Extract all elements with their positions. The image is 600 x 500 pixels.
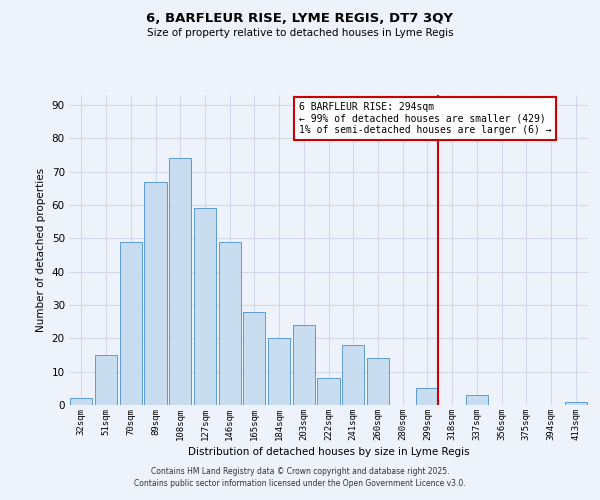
Bar [169,158,191,405]
Bar [119,242,142,405]
Bar [367,358,389,405]
Bar [293,325,315,405]
Bar [194,208,216,405]
Bar [342,345,364,405]
Bar [466,395,488,405]
Bar [317,378,340,405]
Y-axis label: Number of detached properties: Number of detached properties [36,168,46,332]
Bar [145,182,167,405]
Bar [268,338,290,405]
Bar [243,312,265,405]
Bar [95,355,117,405]
Bar [70,398,92,405]
Bar [218,242,241,405]
Text: 6 BARFLEUR RISE: 294sqm
← 99% of detached houses are smaller (429)
1% of semi-de: 6 BARFLEUR RISE: 294sqm ← 99% of detache… [299,102,551,135]
Bar [416,388,439,405]
Text: 6, BARFLEUR RISE, LYME REGIS, DT7 3QY: 6, BARFLEUR RISE, LYME REGIS, DT7 3QY [146,12,454,26]
Text: Contains HM Land Registry data © Crown copyright and database right 2025.
Contai: Contains HM Land Registry data © Crown c… [134,466,466,487]
Bar [565,402,587,405]
Text: Size of property relative to detached houses in Lyme Regis: Size of property relative to detached ho… [146,28,454,38]
X-axis label: Distribution of detached houses by size in Lyme Regis: Distribution of detached houses by size … [188,447,469,457]
